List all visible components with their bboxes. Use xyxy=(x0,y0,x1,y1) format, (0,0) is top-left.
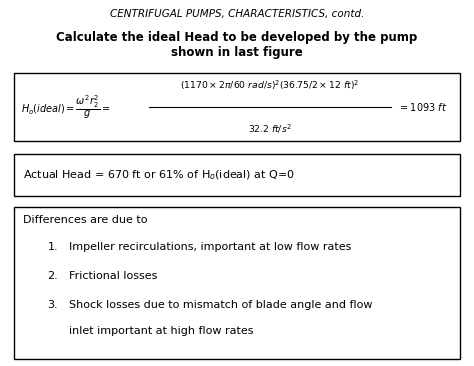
Text: CENTRIFUGAL PUMPS, CHARACTERISTICS, contd.: CENTRIFUGAL PUMPS, CHARACTERISTICS, cont… xyxy=(110,9,364,19)
Text: shown in last figure: shown in last figure xyxy=(171,46,303,59)
Text: Frictional losses: Frictional losses xyxy=(69,271,157,281)
FancyBboxPatch shape xyxy=(14,73,460,141)
FancyBboxPatch shape xyxy=(14,154,460,196)
Text: $H_o(ideal) = \dfrac{\omega^2 r_2^2}{g} =$: $H_o(ideal) = \dfrac{\omega^2 r_2^2}{g} … xyxy=(21,93,111,121)
Text: Impeller recirculations, important at low flow rates: Impeller recirculations, important at lo… xyxy=(69,242,351,251)
Text: 2.: 2. xyxy=(47,271,58,281)
Text: 3.: 3. xyxy=(47,300,58,310)
Text: Differences are due to: Differences are due to xyxy=(23,215,147,225)
FancyBboxPatch shape xyxy=(14,207,460,359)
Text: Shock losses due to mismatch of blade angle and flow: Shock losses due to mismatch of blade an… xyxy=(69,300,372,310)
Text: inlet important at high flow rates: inlet important at high flow rates xyxy=(69,326,253,336)
Text: 1.: 1. xyxy=(47,242,58,251)
Text: $=1093\ ft$: $=1093\ ft$ xyxy=(398,101,447,113)
Text: Calculate the ideal Head to be developed by the pump: Calculate the ideal Head to be developed… xyxy=(56,31,418,44)
Text: Actual Head = 670 ft or 61% of H$_o$(ideal) at Q=0: Actual Head = 670 ft or 61% of H$_o$(ide… xyxy=(23,168,295,182)
Text: $32.2\ ft/s^2$: $32.2\ ft/s^2$ xyxy=(248,122,292,135)
Text: $(1170\times 2\pi/60\ rad/s)^2(36.75/2\times 12\ ft)^2$: $(1170\times 2\pi/60\ rad/s)^2(36.75/2\t… xyxy=(181,78,360,92)
